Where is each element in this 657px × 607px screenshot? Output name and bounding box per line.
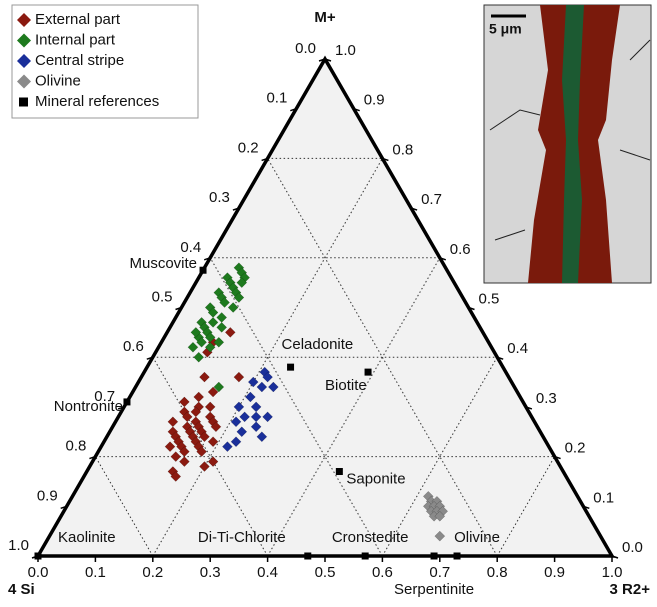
bottom-tick-label: 0.4 [257, 564, 278, 581]
reference-label: Kaolinite [58, 529, 116, 546]
right-tick-label: 1.0 [335, 42, 356, 59]
left-tick-label: 0.2 [238, 139, 259, 156]
reference-label: Olivine [454, 529, 500, 546]
left-tick-label: 0.9 [37, 487, 58, 504]
bottom-tick-label: 0.6 [372, 564, 393, 581]
right-tick-label: 0.9 [364, 92, 385, 109]
inset-scale-label: 5 μm [489, 21, 522, 37]
bottom-tick-label: 0.5 [315, 564, 336, 581]
chart: 5 μm External part Internal part Central s… [0, 0, 657, 602]
reference-point [365, 369, 372, 376]
left-tick-label: 1.0 [8, 537, 29, 554]
reference-label: Serpentinite [394, 581, 474, 598]
reference-label: Nontronite [54, 398, 123, 415]
bottom-tick-label: 0.9 [544, 564, 565, 581]
right-tick-label: 0.5 [479, 290, 500, 307]
reference-label: Muscovite [129, 255, 197, 272]
bottom-tick-label: 1.0 [602, 564, 623, 581]
page: {"chart_data":{"type":"ternary", "axes":… [0, 0, 657, 607]
legend-label: Internal part [35, 31, 116, 48]
legend-label: Central stripe [35, 52, 124, 69]
right-tick-label: 0.8 [392, 141, 413, 158]
reference-point [362, 553, 369, 560]
right-tick-label: 0.6 [450, 241, 471, 258]
left-tick-label: 0.1 [266, 90, 287, 107]
right-tick-label: 0.2 [565, 440, 586, 457]
bottom-tick-label: 0.7 [429, 564, 450, 581]
right-tick-label: 0.1 [593, 489, 614, 506]
left-tick-label: 0.0 [295, 40, 316, 57]
reference-label: Biotite [325, 377, 367, 394]
reference-point [431, 553, 438, 560]
bottom-tick-label: 0.1 [85, 564, 106, 581]
bottom-tick-label: 0.3 [200, 564, 221, 581]
axis-title: 3 R2+ [610, 581, 651, 598]
inset: 5 μm [484, 5, 651, 283]
legend: External part Internal part Central stripe… [12, 5, 198, 118]
right-tick-label: 0.3 [536, 390, 557, 407]
left-tick-label: 0.3 [209, 189, 230, 206]
left-tick-label: 0.4 [180, 239, 201, 256]
bottom-tick-label: 0.8 [487, 564, 508, 581]
right-tick-label: 0.4 [507, 340, 528, 357]
left-tick-label: 0.5 [152, 288, 173, 305]
bottom-tick-label: 0.0 [28, 564, 49, 581]
right-tick-label: 0.0 [622, 539, 643, 556]
reference-point [287, 364, 294, 371]
legend-label: External part [35, 11, 121, 28]
legend-label: Olivine [35, 72, 81, 89]
reference-label: Di-Ti-Chlorite [198, 529, 286, 546]
reference-point [336, 468, 343, 475]
reference-label: Celadonite [282, 336, 354, 353]
reference-point [454, 553, 461, 560]
reference-label: Cronstedite [332, 529, 409, 546]
axis-title: 4 Si [8, 581, 35, 598]
reference-point [123, 398, 130, 405]
reference-point [35, 553, 42, 560]
reference-point [304, 553, 311, 560]
legend-marker [19, 98, 28, 107]
reference-label: Saponite [346, 470, 405, 487]
bottom-tick-label: 0.2 [142, 564, 163, 581]
legend-label: Mineral references [35, 93, 159, 110]
left-tick-label: 0.6 [123, 338, 144, 355]
left-tick-label: 0.8 [66, 438, 87, 455]
right-tick-label: 0.7 [421, 191, 442, 208]
reference-point [200, 267, 207, 274]
axis-title: M+ [314, 9, 335, 26]
